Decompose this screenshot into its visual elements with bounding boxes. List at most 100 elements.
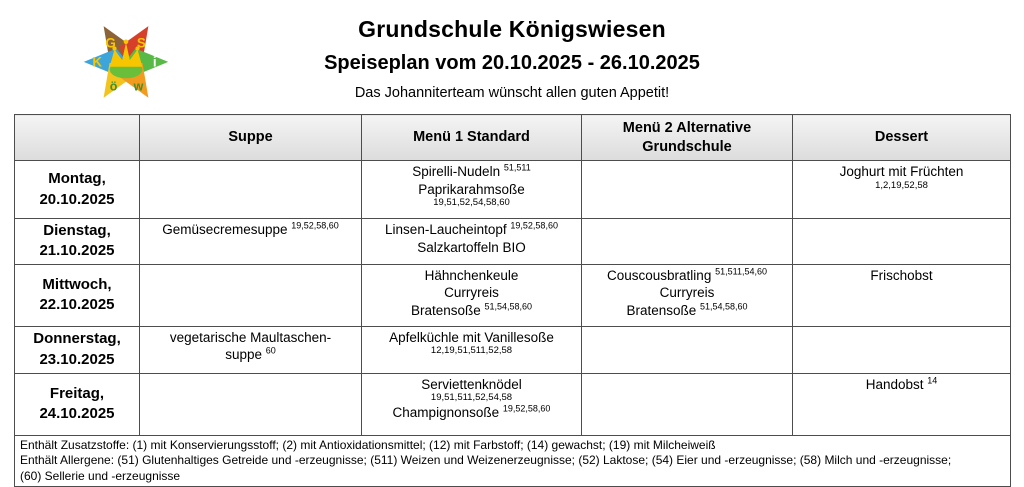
cell-suppe [139, 372, 362, 436]
dish-line: Curryreis [444, 285, 499, 301]
dish-line: Champignonsoße 19,52,58,60 [392, 403, 551, 420]
day-date: 23.10.2025 [39, 350, 115, 368]
dish-line: Curryreis [659, 285, 715, 301]
day-name: Montag, [48, 170, 106, 188]
cell-suppe [139, 160, 362, 219]
header-row: Suppe Menü 1 Standard Menü 2 Alternative… [14, 114, 1011, 161]
day-name: Freitag, [49, 384, 105, 402]
dish-line: suppe 60 [225, 345, 276, 363]
footer-row: Enthält Zusatzstoffe: (1) mit Konservier… [14, 434, 1011, 487]
table-header: Suppe Menü 1 Standard Menü 2 Alternative… [14, 114, 1011, 161]
allergen-codes: 19,51,511,52,54,58 [430, 392, 513, 404]
cell-dessert [792, 325, 1011, 374]
cell-menu1: Apfelküchle mit Vanillesoße 12,19,51,511,… [361, 325, 582, 374]
dish-line: Paprikarahmsoße [418, 181, 525, 197]
crown-tip [123, 39, 129, 45]
dish-line: Couscousbratling 51,511,54,60 [607, 266, 767, 283]
logo-letter-g: G [105, 36, 115, 51]
cell-dessert: Joghurt mit Früchten 1,2,19,52,58 [792, 160, 1011, 219]
greeting-text: Das Johanniterteam wünscht allen guten A… [354, 85, 670, 101]
day-date: 21.10.2025 [39, 242, 115, 260]
allergen-codes: 19,52,58,60 [502, 403, 551, 414]
cell-menu1: Linsen-Laucheintopf 19,52,58,60 Salzkarto… [361, 218, 582, 265]
allergens-legend: Enthält Allergene: (51) Glutenhaltiges G… [20, 453, 952, 468]
allergen-codes: 60 [265, 345, 276, 356]
dish-line: Apfelküchle mit Vanillesoße [389, 329, 554, 345]
cell-menu2: Couscousbratling 51,511,54,60 Curryreis Br… [581, 263, 793, 327]
allergens-legend-cont: (60) Sellerie und -erzeugnisse [20, 468, 181, 483]
dish-line: Spirelli-Nudeln 51,511 [412, 162, 531, 179]
meal-plan-table: Suppe Menü 1 Standard Menü 2 Alternative… [14, 114, 1011, 487]
allergen-codes: 12,19,51,511,52,58 [430, 345, 513, 357]
day-date: 24.10.2025 [39, 405, 115, 422]
dish-line: Frischobst [870, 267, 933, 283]
additives-legend: Enthält Zusatzstoffe: (1) mit Konservier… [20, 437, 716, 452]
dish-line: Serviettenknödel [421, 376, 522, 392]
cell-menu1: Serviettenknödel 19,51,511,52,54,58 Champi… [361, 372, 582, 436]
allergen-codes: 1,2,19,52,58 [875, 179, 928, 191]
allergen-codes: 19,52,58,60 [291, 220, 339, 231]
cell-dessert: Handobst 14 [792, 372, 1011, 436]
dish-line: Linsen-Laucheintopf 19,52,58,60 [385, 220, 558, 237]
school-star-logo-icon: G S K i ö w [76, 12, 176, 108]
legend-cell: Enthält Zusatzstoffe: (1) mit Konservier… [14, 434, 1011, 487]
allergen-codes: 19,51,52,54,58,60 [433, 197, 510, 209]
table-row: Dienstag, 21.10.2025 Gemüsecremesuppe 19,5… [14, 218, 1011, 265]
cell-menu2 [581, 160, 793, 219]
logo-letter-k: K [92, 55, 102, 70]
day-name: Donnerstag, [33, 330, 121, 348]
column-header-suppe: Suppe [139, 114, 362, 161]
table-row: Montag, 20.10.2025 Spirelli-Nudeln 51,511 P… [14, 160, 1011, 219]
crown-tip [112, 46, 117, 51]
column-header-day [14, 114, 140, 161]
dish-line: vegetarische Maultaschen- [169, 329, 332, 345]
cell-suppe: vegetarische Maultaschen-suppe 60 [139, 325, 362, 374]
logo-letter-w: w [133, 80, 144, 94]
logo-letter-oe: ö [110, 80, 118, 94]
allergen-codes: 14 [927, 375, 938, 385]
day-date: 22.10.2025 [39, 296, 115, 313]
menu-table-body: Montag, 20.10.2025 Spirelli-Nudeln 51,511 P… [14, 160, 1011, 436]
cell-suppe [139, 263, 362, 327]
column-header-menu2: Menü 2 Alternative Grundschule [581, 114, 793, 161]
cell-menu1: Hähnchenkeule Curryreis Bratensoße 51,54,5… [361, 263, 582, 327]
dish-line: Bratensoße 51,54,58,60 [626, 301, 748, 318]
logo-letter-i: i [153, 55, 157, 70]
cell-menu2 [581, 218, 793, 265]
allergen-codes: 51,511,54,60 [715, 266, 767, 276]
day-cell: Montag, 20.10.2025 [14, 160, 140, 219]
day-cell: Freitag, 24.10.2025 [14, 372, 140, 436]
cell-dessert: Frischobst [792, 263, 1011, 327]
day-cell: Mittwoch, 22.10.2025 [14, 263, 140, 327]
day-date: 20.10.2025 [39, 190, 115, 208]
day-name: Dienstag, [43, 222, 111, 239]
cell-menu2 [581, 325, 793, 374]
table-row: Mittwoch, 22.10.2025 Hähnchenkeule Curryrei… [14, 263, 1011, 327]
dish-line: Handobst 14 [865, 375, 938, 392]
crown-tip [135, 46, 140, 51]
day-name: Mittwoch, [42, 275, 112, 293]
page-title: Grundschule Königswiesen [358, 16, 666, 42]
plan-date-range: Speiseplan vom 20.10.2025 - 26.10.2025 [324, 52, 700, 74]
dish-line: Joghurt mit Früchten [839, 164, 964, 179]
crown-icon [109, 42, 143, 67]
allergen-codes: 19,52,58,60 [510, 220, 558, 231]
cell-menu2 [581, 372, 793, 436]
allergen-codes: 51,511 [503, 162, 531, 173]
cell-suppe: Gemüsecremesuppe 19,52,58,60 [139, 218, 362, 265]
day-cell: Dienstag, 21.10.2025 [14, 218, 140, 265]
logo-letter-s: S [137, 36, 146, 51]
dish-line: Bratensoße 51,54,58,60 [410, 301, 533, 318]
cell-menu1: Spirelli-Nudeln 51,511 Paprikarahmsoße 19,… [361, 160, 582, 219]
cell-dessert [792, 218, 1011, 265]
dish-line: Gemüsecremesuppe 19,52,58,60 [162, 220, 339, 237]
table-footer: Enthält Zusatzstoffe: (1) mit Konservier… [14, 434, 1011, 487]
column-header-menu1: Menü 1 Standard [361, 114, 582, 161]
dish-line: Salzkartoffeln BIO [417, 239, 526, 255]
page-header: G S K i ö w Grundschule Königswiesen Spe… [0, 0, 1024, 114]
allergen-codes: 51,54,58,60 [700, 301, 748, 312]
day-cell: Donnerstag, 23.10.2025 [14, 325, 140, 374]
dish-line: Hähnchenkeule [424, 267, 519, 283]
table-row: Donnerstag, 23.10.2025 vegetarische Maulta… [14, 325, 1011, 374]
allergen-codes: 51,54,58,60 [484, 301, 533, 312]
